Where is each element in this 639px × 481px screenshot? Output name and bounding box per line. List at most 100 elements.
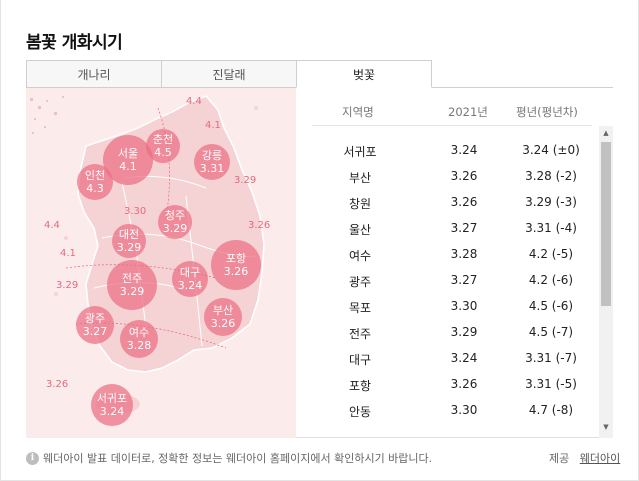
bubble-jeonju[interactable]: 전주 3.29 [107, 260, 157, 310]
bubble-value: 4.5 [154, 146, 172, 159]
cell-average: 4.5 (-7) [528, 325, 574, 339]
header-average: 평년(평년차) [516, 105, 578, 119]
table-row: 여수 3.28 4.2 (-5) [312, 242, 592, 268]
bubble-name: 강릉 [201, 149, 223, 162]
scroll-up-arrow-icon[interactable]: ▲ [603, 129, 609, 137]
bubble-name: 포항 [225, 252, 247, 265]
cell-average: 4.7 (-8) [528, 403, 574, 417]
table-row: 전주 3.29 4.5 (-7) [312, 320, 592, 346]
bubble-value: 3.24 [177, 279, 203, 292]
cell-average: 4.2 (-6) [528, 273, 574, 287]
source-credit: 제공 웨더아이 [549, 450, 620, 466]
scroll-thumb[interactable] [601, 142, 611, 306]
table-scrollbar[interactable]: ▲ ▼ [599, 126, 613, 438]
plain-label: 3.29 [234, 175, 257, 186]
plain-label: 4.4 [44, 220, 60, 231]
cell-region: 포항 [348, 379, 372, 393]
bubble-value: 3.29 [116, 241, 142, 254]
bubble-name: 부산 [212, 304, 234, 317]
bubble-value: 4.3 [86, 182, 104, 195]
bubble-value: 3.27 [82, 325, 108, 338]
bubble-gangneung[interactable]: 강릉 3.31 [194, 144, 230, 180]
bubble-cheongju[interactable]: 청주 3.29 [158, 205, 192, 239]
bubble-value: 3.29 [162, 222, 188, 235]
bubble-value: 3.31 [199, 162, 225, 175]
tab-azalea[interactable]: 진달래 [161, 60, 297, 88]
frame-left-border [0, 0, 1, 481]
scroll-down-arrow-icon[interactable]: ▼ [603, 423, 609, 431]
bloom-map: 서울 4.1 춘천 4.5 강릉 3.31 인천 4.3 청주 3.29 대전 … [26, 88, 296, 438]
bubble-value: 3.29 [119, 285, 145, 298]
cell-region: 목포 [348, 301, 372, 315]
bubble-name: 춘천 [152, 133, 174, 146]
cell-average: 3.31 (-4) [525, 221, 577, 235]
footnote-text: 웨더아이 발표 데이터로, 정확한 정보는 웨더아이 홈페이지에서 확인하시기 … [43, 452, 433, 465]
bubble-incheon[interactable]: 인천 4.3 [77, 164, 113, 200]
cell-year: 3.30 [450, 403, 478, 417]
flower-tabs: 개나리 진달래 벚꽃 [26, 60, 432, 88]
bubble-name: 인천 [84, 169, 106, 182]
bubble-value: 3.24 [99, 405, 125, 418]
table-row: 창원 3.26 3.29 (-3) [312, 190, 592, 216]
bubble-value: 4.1 [119, 160, 137, 173]
cell-region: 여수 [348, 249, 372, 263]
bubble-name: 여수 [128, 326, 150, 339]
cell-average: 3.28 (-2) [525, 169, 577, 183]
bubble-value: 3.26 [223, 265, 249, 278]
cell-year: 3.27 [450, 221, 478, 235]
bubble-name: 서울 [117, 147, 139, 160]
table-header: 지역명 2021년 평년(평년차) [312, 98, 592, 126]
source-link[interactable]: 웨더아이 [579, 452, 621, 465]
cell-region: 창원 [348, 197, 372, 211]
bubble-daegu[interactable]: 대구 3.24 [172, 261, 208, 297]
bubble-seogwipo[interactable]: 서귀포 3.24 [91, 384, 133, 426]
bubble-value: 3.26 [210, 317, 236, 330]
cell-average: 4.5 (-6) [528, 299, 574, 313]
bubble-name: 광주 [84, 312, 106, 325]
plain-label: 4.1 [60, 248, 76, 259]
content-area: 서울 4.1 춘천 4.5 강릉 3.31 인천 4.3 청주 3.29 대전 … [26, 88, 613, 438]
cell-year: 3.27 [450, 273, 478, 287]
plain-label: 4.4 [186, 96, 202, 107]
cell-average: 4.2 (-5) [528, 247, 574, 261]
cell-average: 3.24 (±0) [522, 143, 580, 157]
header-year: 2021년 [448, 105, 488, 119]
bubble-gwangju[interactable]: 광주 3.27 [76, 306, 114, 344]
tab-underline [432, 87, 613, 88]
bubble-value: 3.28 [126, 339, 152, 352]
bubble-name: 서귀포 [96, 392, 128, 405]
bloom-table: 지역명 2021년 평년(평년차) 서귀포 3.24 3.24 (±0) 부산 … [310, 88, 613, 438]
cell-year: 3.29 [450, 325, 478, 339]
cell-region: 광주 [348, 275, 372, 289]
plain-label: 4.1 [205, 120, 221, 131]
table-row: 울산 3.27 3.31 (-4) [312, 216, 592, 242]
cell-year: 3.30 [450, 299, 478, 313]
page-title: 봄꽃 개화시기 [26, 33, 123, 53]
bubble-yeosu[interactable]: 여수 3.28 [120, 320, 158, 358]
plain-label: 3.26 [46, 379, 69, 390]
bubble-pohang[interactable]: 포항 3.26 [211, 240, 261, 290]
source-label: 제공 [549, 452, 570, 465]
cell-average: 3.29 (-3) [525, 195, 577, 209]
cell-average: 3.31 (-5) [525, 377, 577, 391]
cell-region: 울산 [348, 223, 372, 237]
bubble-name: 청주 [164, 209, 186, 222]
table-row: 대구 3.24 3.31 (-7) [312, 346, 592, 372]
cell-year: 3.26 [450, 169, 478, 183]
cell-year: 3.28 [450, 247, 478, 261]
cell-region: 서귀포 [343, 145, 377, 159]
bubble-busan[interactable]: 부산 3.26 [204, 298, 242, 336]
cell-region: 대구 [348, 353, 372, 367]
plain-label: 3.30 [124, 206, 147, 217]
table-row: 포항 3.26 3.31 (-5) [312, 372, 592, 398]
bubble-chuncheon[interactable]: 춘천 4.5 [146, 129, 180, 163]
plain-label: 3.29 [56, 280, 79, 291]
cell-region: 안동 [348, 405, 372, 419]
bubble-name: 대구 [179, 266, 201, 279]
bubble-daejeon[interactable]: 대전 3.29 [112, 224, 146, 258]
bubble-name: 대전 [118, 228, 140, 241]
cell-region: 전주 [348, 327, 372, 341]
table-row: 서귀포 3.24 3.24 (±0) [312, 138, 592, 164]
tab-forsythia[interactable]: 개나리 [26, 60, 162, 88]
tab-cherry-blossom[interactable]: 벚꽃 [296, 60, 432, 88]
